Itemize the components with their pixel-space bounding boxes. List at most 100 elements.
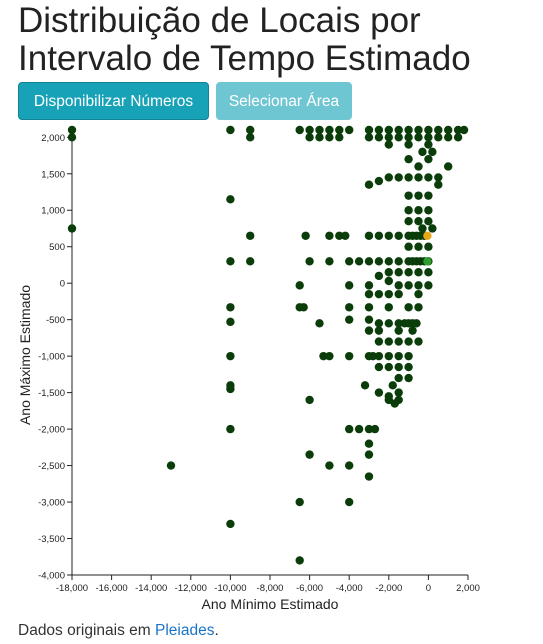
scatter-point[interactable] — [453, 125, 463, 135]
scatter-point[interactable] — [424, 154, 433, 164]
scatter-point[interactable] — [305, 450, 314, 459]
scatter-point[interactable] — [394, 125, 403, 135]
scatter-point[interactable] — [394, 319, 403, 328]
scatter-point[interactable] — [226, 317, 235, 327]
scatter-point[interactable] — [424, 173, 433, 182]
scatter-point[interactable] — [394, 388, 403, 397]
scatter-point[interactable] — [414, 191, 423, 200]
scatter-point[interactable] — [412, 319, 421, 328]
scatter-point[interactable] — [394, 337, 403, 346]
scatter-point[interactable] — [246, 257, 255, 266]
scatter-point[interactable] — [166, 461, 176, 470]
scatter-point[interactable] — [404, 373, 413, 383]
scatter-point[interactable] — [404, 173, 413, 182]
scatter-point[interactable] — [226, 257, 235, 266]
scatter-point[interactable] — [364, 281, 374, 290]
scatter-point[interactable] — [384, 337, 393, 346]
scatter-point[interactable] — [374, 337, 384, 346]
scatter-point[interactable] — [360, 381, 370, 390]
scatter-point[interactable] — [345, 461, 354, 470]
scatter-point[interactable] — [414, 268, 423, 277]
scatter-point[interactable] — [404, 216, 413, 226]
scatter-point[interactable] — [384, 257, 393, 266]
scatter-point[interactable] — [404, 191, 413, 200]
scatter-point[interactable] — [384, 319, 393, 328]
scatter-point[interactable] — [295, 556, 304, 565]
scatter-point[interactable] — [424, 206, 433, 215]
scatter-point[interactable] — [374, 257, 384, 266]
scatter-point[interactable] — [364, 231, 374, 240]
scatter-point[interactable] — [414, 337, 423, 346]
scatter-point[interactable] — [424, 133, 433, 142]
scatter-point[interactable] — [341, 231, 350, 240]
scatter-point[interactable] — [354, 257, 364, 266]
show-numbers-button[interactable]: Disponibilizar Números — [18, 82, 209, 120]
scatter-point[interactable] — [374, 362, 384, 372]
scatter-point[interactable] — [414, 125, 423, 135]
scatter-point[interactable] — [414, 242, 423, 251]
scatter-point[interactable] — [384, 268, 393, 277]
scatter-point[interactable] — [394, 268, 403, 277]
scatter-point[interactable] — [246, 133, 255, 142]
scatter-point[interactable] — [305, 395, 314, 405]
scatter-point[interactable] — [414, 162, 423, 171]
scatter-point[interactable] — [394, 281, 403, 290]
scatter-point[interactable] — [394, 257, 403, 266]
scatter-point[interactable] — [388, 381, 397, 390]
scatter-point[interactable] — [404, 125, 413, 135]
scatter-point[interactable] — [226, 351, 235, 361]
scatter-point[interactable] — [295, 281, 304, 290]
scatter-point[interactable] — [374, 125, 384, 135]
scatter-point[interactable] — [364, 472, 374, 481]
scatter-point[interactable] — [384, 351, 393, 361]
scatter-point[interactable] — [394, 231, 403, 240]
scatter-point[interactable] — [404, 206, 413, 215]
scatter-point[interactable] — [434, 125, 443, 135]
scatter-point[interactable] — [305, 257, 314, 266]
scatter-point[interactable] — [394, 326, 403, 335]
scatter-point[interactable] — [335, 125, 344, 135]
highlighted-point[interactable] — [423, 231, 432, 240]
scatter-point[interactable] — [424, 281, 433, 290]
scatter-point[interactable] — [325, 461, 334, 470]
scatter-point[interactable] — [226, 384, 235, 394]
scatter-point[interactable] — [394, 373, 403, 383]
scatter-point[interactable] — [384, 231, 393, 240]
scatter-point[interactable] — [345, 497, 354, 507]
scatter-point[interactable] — [414, 303, 423, 312]
scatter-point[interactable] — [414, 216, 423, 226]
scatter-point[interactable] — [444, 162, 453, 171]
scatter-point[interactable] — [226, 303, 235, 312]
scatter-point[interactable] — [364, 257, 374, 266]
scatter-point[interactable] — [364, 125, 374, 135]
scatter-point[interactable] — [434, 133, 443, 142]
scatter-point[interactable] — [390, 399, 399, 408]
scatter-point[interactable] — [459, 125, 469, 135]
scatter-point[interactable] — [424, 125, 433, 135]
scatter-point[interactable] — [295, 125, 304, 135]
scatter-point[interactable] — [325, 125, 334, 135]
scatter-point[interactable] — [384, 133, 393, 142]
scatter-point[interactable] — [325, 257, 334, 266]
scatter-point[interactable] — [414, 133, 423, 142]
scatter-point[interactable] — [394, 173, 403, 182]
pleiades-link[interactable]: Pleiades — [154, 622, 215, 639]
scatter-point[interactable] — [364, 439, 374, 448]
scatter-point[interactable] — [414, 289, 423, 299]
scatter-point[interactable] — [418, 147, 427, 157]
scatter-point[interactable] — [428, 147, 437, 157]
scatter-point[interactable] — [345, 424, 354, 434]
scatter-point[interactable] — [345, 281, 354, 290]
scatter-point[interactable] — [226, 424, 235, 434]
scatter-point[interactable] — [374, 388, 384, 397]
scatter-point[interactable] — [424, 191, 433, 200]
scatter-point[interactable] — [453, 133, 463, 142]
scatter-point[interactable] — [374, 326, 384, 335]
scatter-point[interactable] — [384, 173, 393, 182]
scatter-point[interactable] — [404, 281, 413, 290]
scatter-point[interactable] — [384, 303, 393, 312]
scatter-point[interactable] — [414, 281, 423, 290]
scatter-point[interactable] — [404, 268, 413, 277]
scatter-point[interactable] — [404, 337, 413, 346]
scatter-point[interactable] — [404, 242, 413, 251]
